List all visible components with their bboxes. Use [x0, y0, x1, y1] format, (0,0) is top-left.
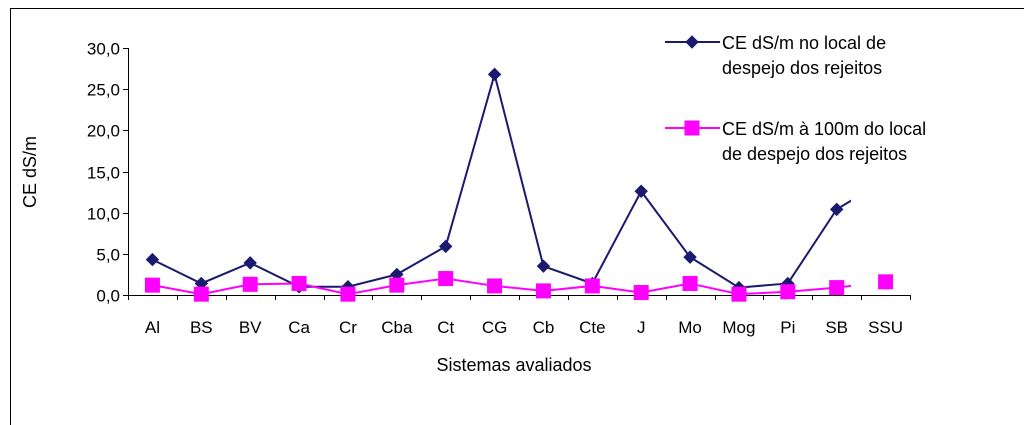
series-layer	[144, 67, 894, 302]
data-point-diamond	[685, 35, 699, 49]
data-point-square	[144, 277, 160, 293]
data-point-diamond	[487, 67, 502, 82]
legend-label: CE dS/m à 100m do local	[722, 119, 926, 139]
x-tick-label: Mo	[678, 318, 702, 337]
data-point-square	[878, 274, 894, 290]
x-tick-label: Cte	[579, 318, 605, 337]
x-tick-label: BS	[190, 318, 213, 337]
data-point-square	[633, 285, 649, 301]
x-tick-label: SSU	[868, 318, 903, 337]
series-1	[145, 67, 851, 295]
series-2	[144, 271, 894, 302]
x-ticks: Al BS BV Ca Cr Cba Ct CG Cb Cte J Mo Mog Pi SB SSU	[128, 295, 911, 337]
data-point-square	[684, 120, 700, 136]
data-point-diamond	[438, 239, 453, 254]
data-point-square	[682, 275, 698, 291]
y-tick-label: 10,0	[87, 205, 120, 224]
data-point-square	[193, 286, 209, 302]
legend-item-1: CE dS/m no local de despejo dos rejeitos	[665, 33, 886, 78]
data-point-square	[242, 276, 258, 292]
data-point-square	[731, 286, 747, 302]
data-point-square	[829, 280, 845, 296]
y-axis-title: CE dS/m	[20, 136, 40, 208]
data-point-diamond	[829, 202, 844, 217]
data-point-diamond	[145, 252, 160, 267]
x-tick-label: Mog	[722, 318, 755, 337]
y-tick-label: 15,0	[87, 164, 120, 183]
y-tick-label: 20,0	[87, 122, 120, 141]
x-tick-label: Al	[145, 318, 160, 337]
data-point-square	[438, 271, 454, 287]
x-tick-label: Cba	[381, 318, 413, 337]
x-tick-label: J	[637, 318, 646, 337]
x-tick-label: Cb	[533, 318, 555, 337]
x-tick-label: CG	[482, 318, 508, 337]
data-point-square	[584, 278, 600, 294]
x-tick-label: Cr	[339, 318, 357, 337]
series-line	[151, 70, 851, 289]
y-tick-label: 25,0	[87, 81, 120, 100]
x-tick-label: BV	[239, 318, 262, 337]
legend-item-2: CE dS/m à 100m do local de despejo dos re…	[665, 119, 926, 164]
legend-label: de despejo dos rejeitos	[722, 144, 907, 164]
data-point-square	[340, 286, 356, 302]
data-point-square	[487, 278, 503, 294]
x-tick-label: Pi	[780, 318, 795, 337]
series-line	[152, 277, 851, 296]
data-point-diamond	[634, 184, 648, 198]
legend-label: despejo dos rejeitos	[722, 58, 882, 78]
data-point-square	[780, 284, 796, 300]
data-point-square	[291, 275, 307, 291]
x-tick-label: Ca	[288, 318, 310, 337]
x-tick-label: Ct	[437, 318, 454, 337]
data-point-diamond	[683, 250, 697, 264]
y-tick-label: 30,0	[87, 40, 120, 59]
x-axis-title: Sistemas avaliados	[436, 355, 591, 375]
data-point-diamond	[536, 259, 551, 273]
y-tick-label: 0,0	[96, 287, 120, 306]
y-ticks: 0,0 5,0 10,0 15,0 20,0 25,0 30,0	[87, 40, 128, 306]
y-tick-label: 5,0	[96, 246, 120, 265]
axes: 0,0 5,0 10,0 15,0 20,0 25,0 30,0 Al BS BV Ca Cr Cba…	[87, 40, 911, 337]
legend-label: CE dS/m no local de	[722, 33, 886, 53]
data-point-square	[535, 283, 551, 299]
data-point-diamond	[243, 256, 257, 270]
data-point-square	[389, 277, 405, 293]
x-tick-label: SB	[825, 318, 848, 337]
